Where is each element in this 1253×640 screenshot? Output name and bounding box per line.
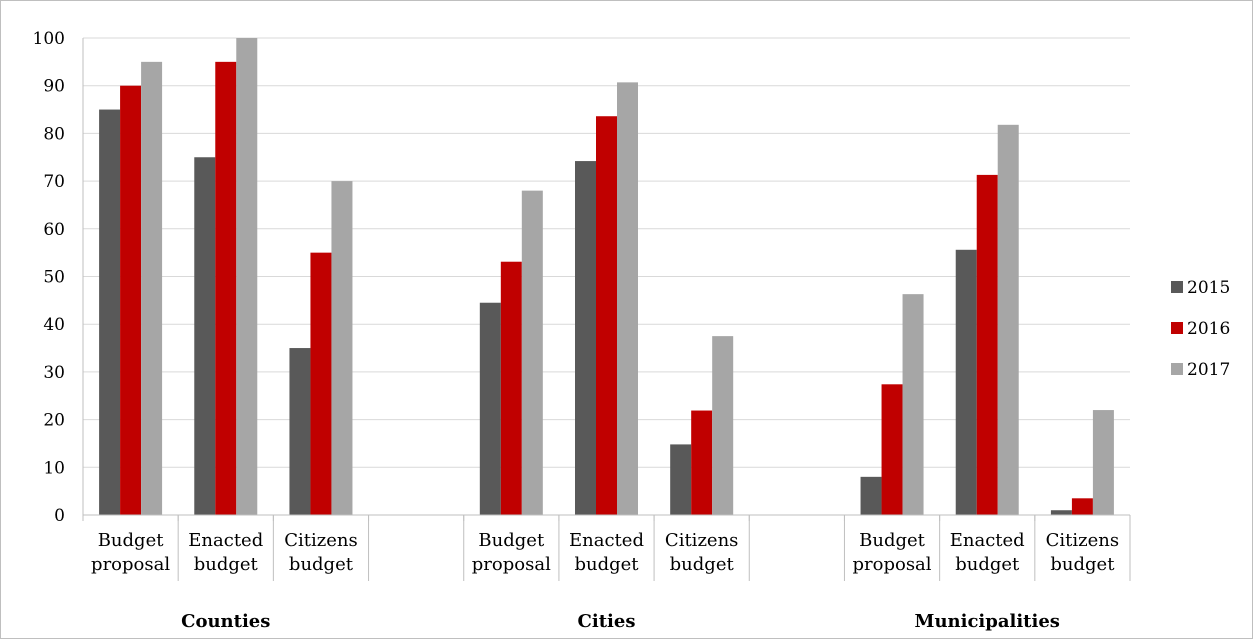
bar-2017-6 [902,294,924,515]
y-tick-label-70: 70 [43,172,65,192]
bar-2016-4 [596,116,617,515]
x-category-label: Enacted budget [950,530,1025,575]
group-label-municipalities: Municipalities [915,611,1060,632]
x-category-labels: Budget proposal Enacted budget Citizens budge… [91,530,1119,632]
bars [99,38,1114,516]
bar-2015-0 [99,109,121,516]
group-label-counties: Counties [181,611,270,632]
legend: 2015 2016 2017 [1171,278,1230,380]
bar-2017-5 [712,336,734,515]
bar-2017-2 [331,181,353,515]
bar-2015-6 [860,476,882,515]
bar-2015-1 [194,157,216,515]
x-category-label: Budget proposal [472,530,551,575]
legend-swatch-2015 [1171,281,1183,293]
x-category-label: Enacted budget [569,530,644,575]
legend-label-2015: 2015 [1187,278,1230,298]
bar-2017-3 [521,190,543,515]
legend-label-2016: 2016 [1187,319,1230,339]
y-tick-label-20: 20 [43,411,65,431]
y-tick-label-0: 0 [54,506,65,526]
x-category-label: Citizens budget [665,530,739,575]
x-category-label: Budget proposal [853,530,932,575]
bar-2017-4 [617,82,638,516]
bar-2016-5 [691,410,713,515]
y-tick-label-60: 60 [43,220,65,240]
y-tick-label-80: 80 [43,124,65,144]
bar-2016-6 [881,384,903,515]
y-tick-labels: 0 10 20 30 40 50 60 70 80 90 100 [33,29,65,526]
bar-2017-8 [1092,410,1114,515]
bar-2017-7 [997,124,1019,516]
x-category-label: Enacted budget [188,530,263,575]
y-tick-label-50: 50 [43,268,65,288]
legend-swatch-2016 [1171,322,1183,334]
x-category-label: Budget proposal [91,530,170,575]
axes [82,38,1131,581]
y-tick-label-40: 40 [43,315,65,335]
y-tick-label-30: 30 [43,363,65,383]
bar-2016-2 [310,252,332,515]
y-tick-label-10: 10 [43,458,65,478]
bar-2016-3 [500,261,522,515]
x-category-label: Citizens budget [1046,530,1120,575]
bar-2016-0 [120,85,142,515]
bar-2016-8 [1071,498,1093,515]
group-label-cities: Cities [578,611,636,632]
bar-2016-7 [976,174,998,516]
y-tick-label-100: 100 [33,29,65,49]
bar-2016-1 [215,61,237,515]
x-category-label: Citizens budget [284,530,358,575]
bar-2015-5 [670,444,692,515]
bar-2017-0 [141,61,163,515]
bar-2015-3 [479,302,501,515]
bar-2015-7 [955,249,977,515]
bar-2015-4 [575,161,596,516]
bar-2017-1 [236,38,258,515]
legend-swatch-2017 [1171,363,1183,375]
bar-2015-8 [1050,510,1072,515]
y-tick-label-90: 90 [43,77,65,97]
bar-2015-2 [289,348,311,515]
legend-label-2017: 2017 [1187,360,1230,380]
